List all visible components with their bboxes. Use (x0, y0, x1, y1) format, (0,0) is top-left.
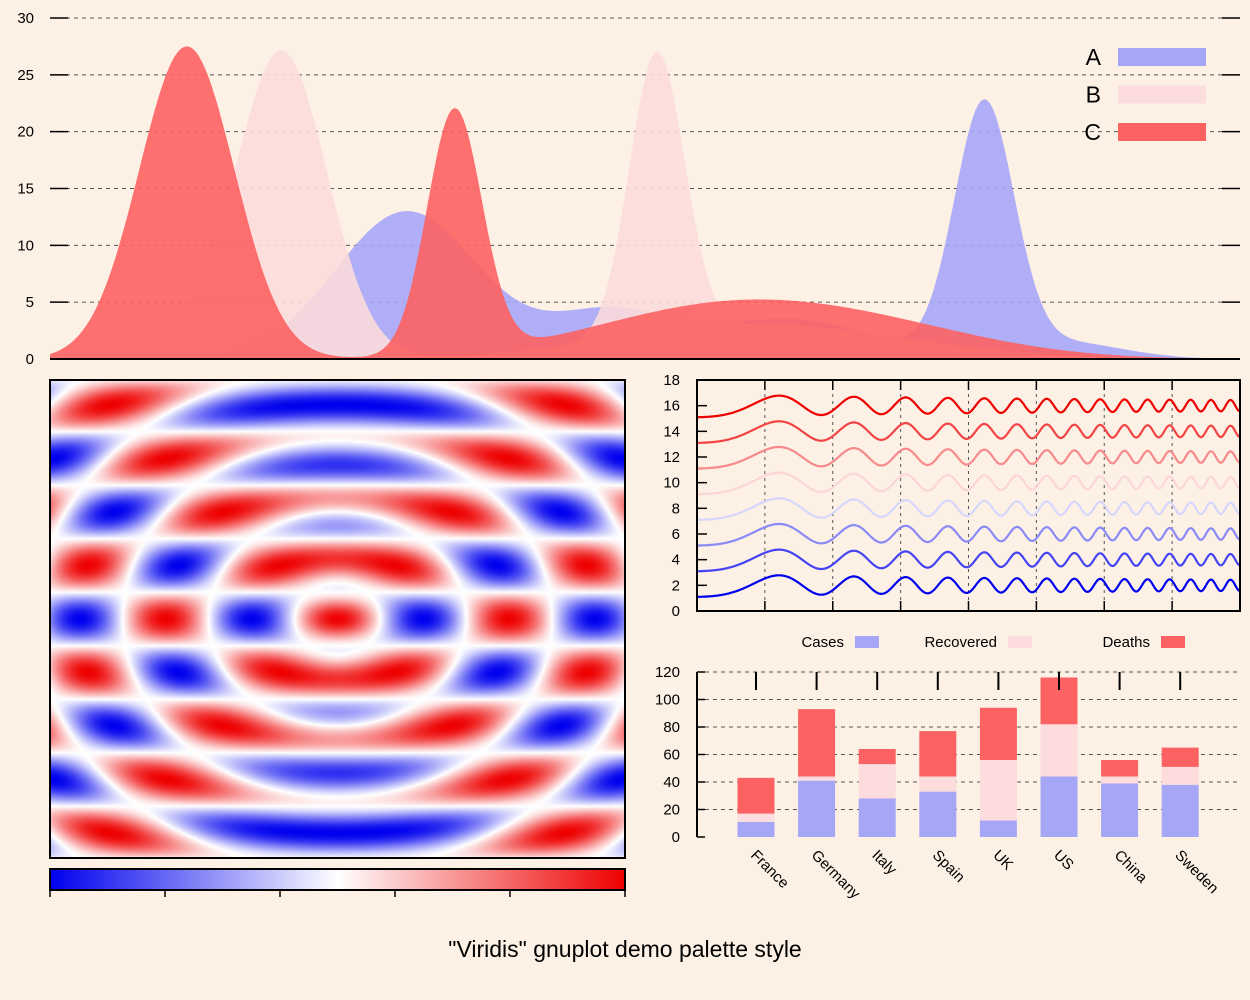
bar-cases-sweden (1161, 784, 1199, 837)
heatmap-image (50, 380, 625, 858)
area-ytick-label: 5 (26, 294, 34, 311)
bar-cases-spain (919, 791, 957, 837)
bar-deaths-uk (979, 707, 1017, 760)
colorbar-ticks (49, 890, 626, 897)
bar-ytick-label: 120 (655, 664, 680, 681)
line-chart: 0 2 4 6 8 10 12 14 16 18 (663, 372, 1241, 620)
line-frame (696, 379, 1241, 612)
bar-deaths-spain (919, 731, 957, 777)
bar-ytick-label: 60 (663, 747, 680, 764)
bar-legend-label: Deaths (1102, 634, 1150, 651)
bar-recovered-china (1101, 776, 1139, 784)
bar-ytick-label: 40 (663, 774, 680, 791)
bar-recovered-uk (979, 760, 1017, 821)
bar-recovered-france (737, 813, 775, 822)
bar-ytick-label: 80 (663, 719, 680, 736)
bar-category-label: Spain (929, 847, 968, 886)
colorbar (49, 868, 626, 891)
line-axes: 0 2 4 6 8 10 12 14 16 18 (663, 372, 1241, 620)
line-series-5 (697, 497, 1240, 521)
bar-chart: 0 20 40 60 80 100 120 France Germany Italy Spain UK… (655, 634, 1240, 903)
line-ytick-label: 0 (672, 603, 680, 620)
area-series-group (50, 46, 1240, 359)
line-series-3 (697, 445, 1240, 470)
line-ytick-label: 16 (663, 398, 680, 415)
bar-category-label: Germany (808, 847, 864, 903)
bar-gridlines (697, 671, 1240, 810)
area-ytick-label: 15 (17, 181, 34, 198)
area-ytick-label: 30 (17, 10, 34, 27)
bar-cases-germany (798, 780, 836, 837)
line-ytick-label: 18 (663, 372, 680, 389)
area-legend-label: A (1086, 44, 1102, 70)
bar-cases-us (1040, 776, 1078, 837)
bar-recovered-us (1040, 724, 1078, 777)
bar-deaths-germany (798, 709, 836, 777)
bar-legend-label: Recovered (924, 634, 997, 651)
bar-category-label: France (747, 847, 792, 892)
bar-category-label: Italy (868, 847, 900, 879)
area-series-c (50, 46, 1240, 359)
bar-ytick-label: 100 (655, 692, 680, 709)
area-ytick-label: 20 (17, 124, 34, 141)
figure-title: "Viridis" gnuplot demo palette style (448, 936, 801, 962)
line-ytick-label: 4 (672, 552, 680, 569)
line-ytick-label: 12 (663, 449, 680, 466)
bar-category-label: Sweden (1171, 847, 1221, 897)
bar-category-label: US (1050, 847, 1077, 874)
line-ytick-label: 2 (672, 577, 680, 594)
bar-cases-china (1101, 783, 1139, 837)
bar-cases-uk (979, 820, 1017, 837)
area-legend-swatch (1118, 123, 1206, 141)
bar-legend: Cases Recovered Deaths (801, 634, 1185, 651)
heatmap-chart (49, 379, 626, 897)
bar-legend-label: Cases (801, 634, 844, 651)
line-series-group (697, 394, 1240, 598)
area-ytick-label: 0 (26, 351, 34, 368)
bar-category-label: China (1111, 847, 1151, 887)
bar-legend-swatch (1008, 636, 1032, 648)
line-ytick-label: 8 (672, 500, 680, 517)
area-legend-swatch (1118, 48, 1206, 66)
area-legend-label: B (1086, 82, 1101, 108)
area-ytick-label: 10 (17, 237, 34, 254)
bar-deaths-italy (858, 749, 896, 765)
area-legend: ABC (1084, 44, 1206, 145)
line-series-7 (697, 548, 1240, 573)
bar-cases-italy (858, 798, 896, 837)
bar-deaths-sweden (1161, 747, 1199, 767)
bar-ytick-label: 0 (672, 829, 680, 846)
area-legend-label: C (1084, 119, 1101, 145)
bar-deaths-china (1101, 760, 1139, 777)
line-series-4 (697, 471, 1240, 496)
bar-recovered-sweden (1161, 766, 1199, 785)
line-series-8 (697, 574, 1240, 598)
bar-recovered-spain (919, 776, 957, 792)
bar-series-group (737, 677, 1199, 837)
area-ytick-label: 25 (17, 67, 34, 84)
line-ytick-label: 14 (663, 423, 680, 440)
bar-category-label: UK (990, 847, 1017, 874)
area-legend-swatch (1118, 85, 1206, 104)
bar-ytick-label: 20 (663, 802, 680, 819)
bar-deaths-france (737, 777, 775, 814)
area-series-b (50, 50, 1240, 359)
heatmap-frame (49, 379, 626, 859)
line-series-6 (697, 522, 1240, 547)
line-series-2 (697, 420, 1240, 444)
bar-legend-swatch (1161, 636, 1185, 648)
line-series-1 (697, 394, 1240, 419)
bar-recovered-germany (798, 776, 836, 781)
bar-legend-swatch (855, 636, 879, 648)
area-axes: 0 5 10 15 20 25 30 (17, 10, 1240, 368)
line-ytick-label: 6 (672, 526, 680, 543)
bar-cases-france (737, 821, 775, 837)
bar-recovered-italy (858, 764, 896, 799)
line-ytick-label: 10 (663, 475, 680, 492)
area-chart: 0 5 10 15 20 25 30 ABC (17, 10, 1240, 368)
